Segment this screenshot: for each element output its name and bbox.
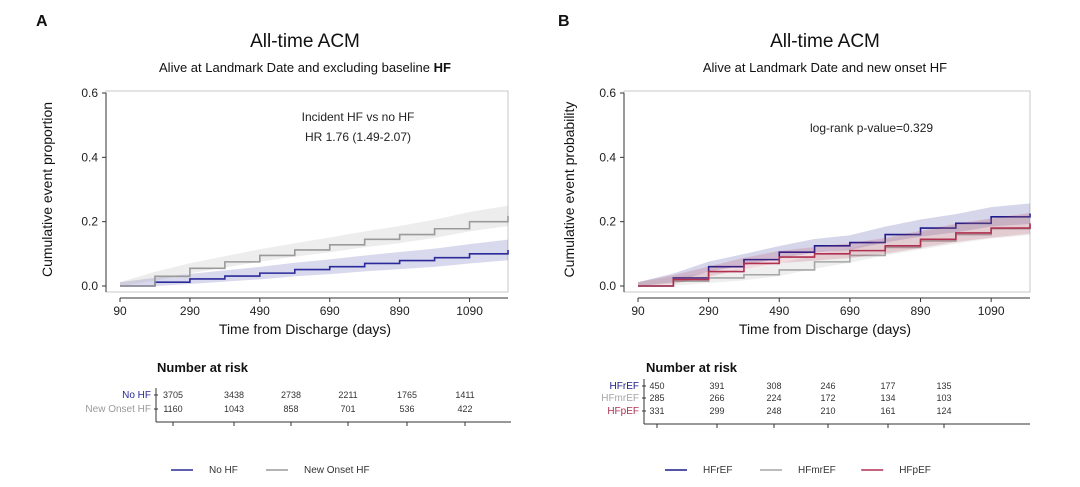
risk-cell: 1043: [224, 404, 244, 414]
risk-row-label: HFrEF: [610, 381, 639, 392]
series-line-new-onset-hf: [120, 215, 509, 287]
chart-subtitle: Alive at Landmark Date and excluding bas…: [159, 60, 451, 75]
x-axis-label: Time from Discharge (days): [219, 321, 391, 337]
risk-cell: 134: [880, 393, 895, 403]
legend-entry: No HF: [209, 465, 238, 476]
y-axis-label: Cumulative event proportion: [39, 102, 55, 277]
series-line-hfpef: [638, 223, 1031, 287]
ci-band-new-onset-hf: [120, 205, 508, 286]
risk-cell: 210: [820, 406, 835, 416]
legend-entry: HFmrEF: [798, 465, 836, 476]
x-tick-label: 490: [769, 304, 789, 318]
risk-cell: 103: [936, 393, 951, 403]
legend-entry: HFrEF: [703, 465, 732, 476]
y-tick-label: 0.2: [599, 215, 616, 229]
ci-band-hfpef: [638, 212, 1030, 286]
ci-band-hfref: [638, 203, 1030, 286]
chart-title: All-time ACM: [250, 31, 360, 52]
legend-entry: HFpEF: [899, 465, 931, 476]
risk-cell: 177: [880, 381, 895, 391]
plot-annotation: Incident HF vs no HF: [302, 110, 415, 124]
x-tick-label: 690: [840, 304, 860, 318]
x-tick-label: 1090: [456, 304, 483, 318]
panel-label: B: [558, 13, 570, 30]
risk-cell: 3705: [163, 390, 183, 400]
y-tick-label: 0.6: [599, 86, 616, 100]
ci-band-hfmref: [638, 214, 1030, 286]
panel-a: A All-time ACM Alive at Landmark Date and …: [36, 13, 511, 476]
risk-cell: 536: [399, 404, 414, 414]
panel-label: A: [36, 13, 48, 30]
x-tick-label: 90: [113, 304, 127, 318]
y-tick-label: 0.0: [81, 279, 98, 293]
x-tick-label: 890: [911, 304, 931, 318]
risk-cell: 422: [457, 404, 472, 414]
risk-cell: 248: [766, 406, 781, 416]
ci-band-no-hf: [120, 239, 508, 286]
risk-cell: 858: [283, 404, 298, 414]
risk-cell: 1160: [163, 404, 182, 414]
y-tick-label: 0.4: [81, 150, 98, 164]
risk-cell: 161: [880, 406, 895, 416]
risk-cell: 1765: [397, 390, 417, 400]
y-tick-label: 0.6: [81, 86, 98, 100]
plot-annotation: log-rank p-value=0.329: [810, 121, 933, 135]
risk-cell: 2738: [281, 390, 301, 400]
risk-cell: 299: [709, 406, 724, 416]
x-axis-label: Time from Discharge (days): [739, 321, 911, 337]
plot-annotation: HR 1.76 (1.49-2.07): [305, 130, 411, 144]
series-line-hfref: [638, 213, 1031, 287]
panel-b: B All-time ACM Alive at Landmark Date and …: [558, 13, 1031, 476]
risk-row-label: New Onset HF: [85, 404, 151, 415]
y-axis-label: Cumulative event probability: [561, 102, 577, 278]
risk-cell: 701: [340, 404, 355, 414]
x-tick-label: 490: [250, 304, 270, 318]
risk-cell: 124: [936, 406, 951, 416]
risk-table-title: Number at risk: [646, 360, 738, 375]
risk-cell: 308: [766, 381, 781, 391]
chart-title: All-time ACM: [770, 31, 880, 52]
risk-row-label: HFmrEF: [601, 393, 639, 404]
x-tick-label: 290: [699, 304, 719, 318]
y-tick-label: 0.2: [81, 215, 98, 229]
risk-cell: 172: [820, 393, 835, 403]
risk-cell: 3438: [224, 390, 244, 400]
risk-row-label: HFpEF: [607, 406, 639, 417]
y-tick-label: 0.0: [599, 279, 616, 293]
chart-subtitle: Alive at Landmark Date and new onset HF: [703, 60, 947, 75]
risk-cell: 2211: [338, 390, 357, 400]
risk-cell: 1411: [455, 390, 474, 400]
risk-row-label: No HF: [122, 390, 151, 401]
risk-cell: 224: [766, 393, 781, 403]
x-tick-label: 890: [390, 304, 410, 318]
x-tick-label: 290: [180, 304, 200, 318]
x-tick-label: 1090: [978, 304, 1005, 318]
risk-cell: 391: [709, 381, 724, 391]
x-tick-label: 90: [631, 304, 645, 318]
x-tick-label: 690: [320, 304, 340, 318]
legend-entry: New Onset HF: [304, 465, 370, 476]
y-tick-label: 0.4: [599, 150, 616, 164]
risk-cell: 331: [649, 406, 664, 416]
risk-cell: 266: [709, 393, 724, 403]
risk-table-title: Number at risk: [157, 360, 249, 375]
risk-cell: 246: [820, 381, 835, 391]
risk-cell: 285: [649, 393, 664, 403]
risk-cell: 450: [649, 381, 664, 391]
series-line-no-hf: [120, 249, 509, 287]
risk-cell: 135: [936, 381, 951, 391]
